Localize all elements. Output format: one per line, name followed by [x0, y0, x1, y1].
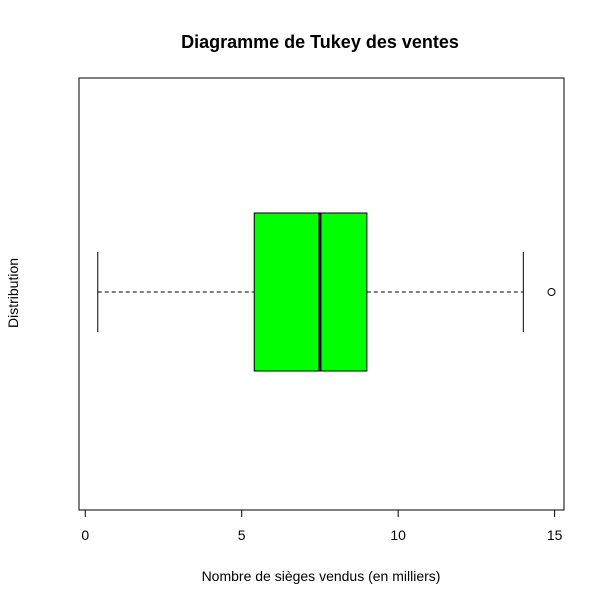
x-axis: 0 5 10 15	[81, 509, 563, 543]
x-axis-label: Nombre de sièges vendus (en milliers)	[202, 568, 441, 584]
x-tick-label: 10	[390, 527, 406, 543]
outlier-point	[547, 288, 556, 296]
x-tick-label: 15	[547, 527, 563, 543]
interquartile-box	[253, 212, 368, 372]
y-axis-label: Distribution	[5, 258, 21, 328]
chart-title: Diagramme de Tukey des ventes	[181, 32, 459, 52]
plot-marks	[97, 212, 556, 372]
x-tick-label: 5	[238, 527, 246, 543]
x-tick-label: 0	[81, 527, 89, 543]
